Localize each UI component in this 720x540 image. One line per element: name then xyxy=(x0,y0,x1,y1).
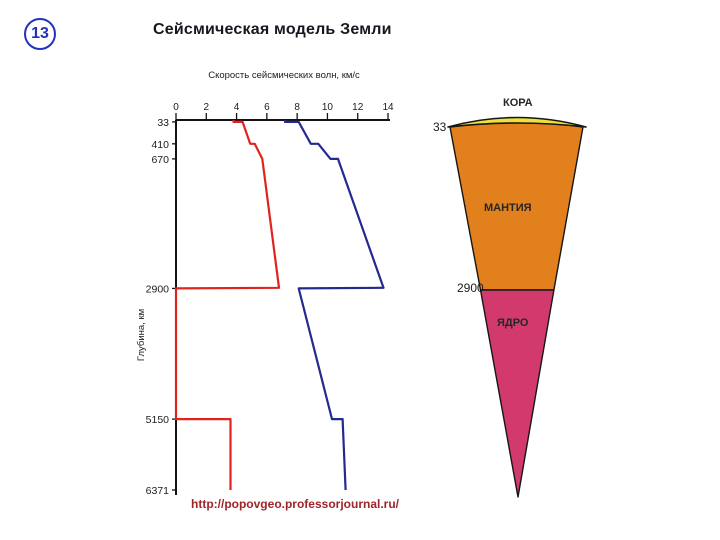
x-tick-label: 14 xyxy=(382,102,394,113)
crust-depth-mark: 33 xyxy=(433,120,447,134)
x-tick-label: 8 xyxy=(294,102,300,113)
depth-tick-label: 670 xyxy=(151,154,169,166)
core-region xyxy=(479,289,555,498)
seismic-velocity-depth-chart: Скорость сейсмических волн, км/с 0 2 4 6 8 10 1… xyxy=(136,70,394,497)
series-line-p-wave-blue xyxy=(283,120,385,491)
slide-number: 13 xyxy=(31,25,49,42)
mantle-label: МАНТИЯ xyxy=(484,202,532,214)
depth-tick-label: 2900 xyxy=(146,283,170,295)
x-tick-label: 10 xyxy=(322,102,334,113)
x-tick-label: 0 xyxy=(173,102,179,113)
x-tick-label: 12 xyxy=(352,102,364,113)
series-line-s-wave-red xyxy=(174,120,281,490)
depth-tick-label: 410 xyxy=(151,139,169,151)
x-tick-label: 2 xyxy=(204,102,210,113)
depth-tick-label: 33 xyxy=(157,117,169,129)
y-axis-title: Глубина, км xyxy=(136,309,147,361)
depth-tick-label: 6371 xyxy=(146,485,170,497)
chart-title: Скорость сейсмических волн, км/с xyxy=(208,70,360,81)
earth-cross-section-wedge xyxy=(447,116,587,498)
crust-label: КОРА xyxy=(503,97,533,109)
core-label: ЯДРО xyxy=(497,317,529,329)
source-url[interactable]: http://popovgeo.professorjournal.ru/ xyxy=(191,497,399,511)
depth-tick-label: 5150 xyxy=(146,414,170,426)
x-tick-label: 4 xyxy=(234,102,240,113)
slide-number-badge: 13 xyxy=(24,18,56,50)
crust-region xyxy=(447,116,587,128)
core-boundary-depth-mark: 2900 xyxy=(457,281,484,295)
slide-title: Сейсмическая модель Земли xyxy=(153,21,392,38)
x-tick-label: 6 xyxy=(264,102,270,113)
